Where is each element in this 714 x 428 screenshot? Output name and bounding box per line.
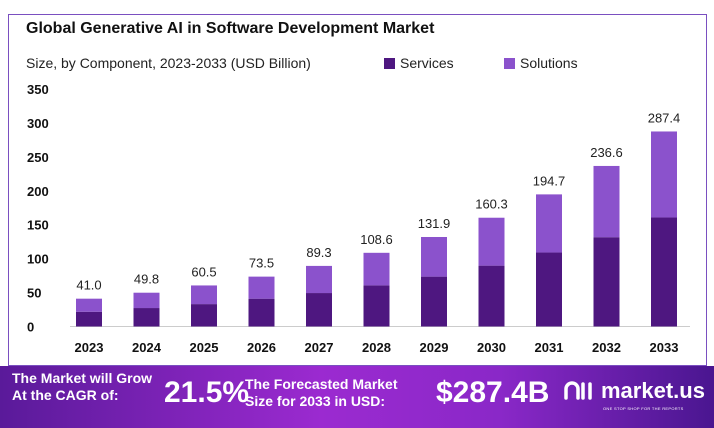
cagr-label-line2: At the CAGR of: bbox=[12, 387, 119, 403]
x-tick-label: 2027 bbox=[305, 340, 334, 355]
total-label: 194.7 bbox=[533, 173, 566, 188]
bar-services-2031 bbox=[536, 252, 562, 327]
chart-title: Global Generative AI in Software Develop… bbox=[26, 20, 435, 37]
x-tick-label: 2032 bbox=[592, 340, 621, 355]
forecast-label: The Forecasted Market Size for 2033 in U… bbox=[245, 376, 398, 410]
cagr-label-line1: The Market will Grow bbox=[12, 370, 153, 386]
y-tick-label: 200 bbox=[27, 184, 49, 199]
bar-solutions-2026 bbox=[248, 276, 275, 299]
chart-frame bbox=[8, 14, 707, 366]
legend-services: Services bbox=[384, 55, 454, 71]
total-label: 131.9 bbox=[418, 216, 451, 231]
logo-icon bbox=[564, 381, 592, 400]
x-tick-label: 2031 bbox=[535, 340, 564, 355]
total-label: 73.5 bbox=[249, 256, 274, 271]
forecast-label-line1: The Forecasted Market bbox=[245, 376, 398, 392]
x-tick-label: 2029 bbox=[420, 340, 449, 355]
total-label: 60.5 bbox=[191, 264, 216, 279]
forecast-value: $287.4B bbox=[436, 376, 550, 409]
bar-solutions-2033 bbox=[651, 131, 677, 218]
logo-tagline: ONE STOP SHOP FOR THE REPORTS bbox=[603, 406, 684, 411]
bar-services-2027 bbox=[306, 293, 332, 327]
y-tick-label: 300 bbox=[27, 116, 49, 131]
legend-label-services: Services bbox=[400, 55, 454, 71]
legend-swatch-solutions bbox=[504, 57, 515, 69]
bar-solutions-2027 bbox=[306, 265, 332, 294]
cagr-label: The Market will Grow At the CAGR of: bbox=[12, 370, 152, 404]
total-label: 236.6 bbox=[590, 145, 623, 160]
bar-solutions-2028 bbox=[363, 252, 390, 286]
bar-solutions-2030 bbox=[478, 217, 505, 266]
bar-services-2024 bbox=[133, 308, 160, 327]
x-tick-label: 2033 bbox=[650, 340, 679, 355]
x-tick-label: 2028 bbox=[362, 340, 391, 355]
chart-subtitle: Size, by Component, 2023-2033 (USD Billi… bbox=[26, 55, 311, 71]
y-tick-label: 100 bbox=[27, 252, 49, 267]
x-tick-label: 2023 bbox=[75, 340, 104, 355]
bar-solutions-2025 bbox=[191, 285, 217, 305]
logo-text: market.us bbox=[601, 378, 705, 403]
legend-swatch-services bbox=[384, 57, 395, 69]
bar-services-2025 bbox=[191, 304, 217, 327]
total-label: 108.6 bbox=[360, 232, 393, 247]
y-tick-label: 250 bbox=[27, 150, 49, 165]
bar-services-2032 bbox=[593, 237, 620, 327]
x-tick-label: 2025 bbox=[190, 340, 219, 355]
bar-services-2033 bbox=[651, 217, 677, 327]
bar-chart: 0 50 100 150 200 250 300 350 41.0 2023 49.8 2024 60.… bbox=[27, 82, 690, 355]
market-us-logo: market.us bbox=[563, 378, 705, 404]
total-label: 89.3 bbox=[306, 245, 331, 260]
forecast-label-line2: Size for 2033 in USD: bbox=[245, 393, 386, 409]
y-tick-label: 0 bbox=[27, 320, 34, 335]
bar-services-2030 bbox=[478, 265, 505, 327]
bar-services-2026 bbox=[248, 298, 275, 327]
bar-services-2028 bbox=[363, 285, 390, 327]
cagr-value: 21.5% bbox=[164, 376, 250, 409]
bar-services-2029 bbox=[421, 276, 447, 327]
bar-solutions-2032 bbox=[593, 165, 620, 238]
y-tick-label: 50 bbox=[27, 286, 41, 301]
x-tick-label: 2026 bbox=[247, 340, 276, 355]
legend-solutions: Solutions bbox=[504, 55, 578, 71]
summary-banner: The Market will Grow At the CAGR of: 21.… bbox=[0, 366, 714, 428]
y-tick-label: 350 bbox=[27, 82, 49, 97]
total-label: 287.4 bbox=[648, 110, 681, 125]
x-tick-label: 2030 bbox=[477, 340, 506, 355]
total-label: 160.3 bbox=[475, 197, 508, 212]
bar-solutions-2029 bbox=[421, 236, 447, 277]
legend-label-solutions: Solutions bbox=[520, 55, 578, 71]
bar-services-2023 bbox=[76, 311, 102, 327]
bar-solutions-2031 bbox=[536, 194, 562, 253]
bar-solutions-2024 bbox=[133, 292, 160, 309]
bar-solutions-2023 bbox=[76, 298, 102, 312]
total-label: 41.0 bbox=[76, 278, 101, 293]
y-tick-label: 150 bbox=[27, 218, 49, 233]
x-tick-label: 2024 bbox=[132, 340, 162, 355]
total-label: 49.8 bbox=[134, 272, 159, 287]
